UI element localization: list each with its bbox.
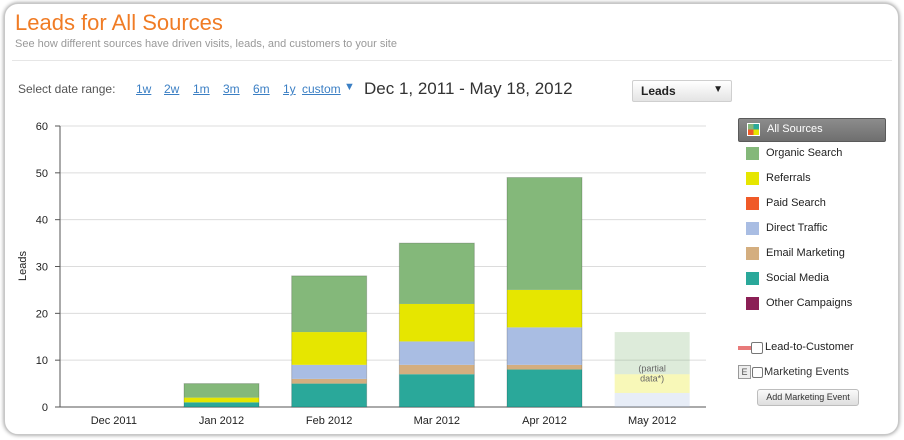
range-custom-link[interactable]: custom (302, 82, 341, 96)
legend-item-organic-search[interactable]: Organic Search (738, 143, 884, 165)
bar-segment-email-marketing[interactable] (399, 364, 475, 375)
legend-label: Social Media (766, 272, 829, 284)
marketing-events-label: Marketing Events (764, 366, 849, 378)
range-1w-link[interactable]: 1w (136, 82, 152, 96)
y-tick-label: 20 (36, 308, 48, 320)
bar-segment-organic-search[interactable] (614, 332, 690, 375)
chevron-down-icon: ▼ (713, 84, 723, 95)
color-swatch (746, 197, 759, 210)
bar-outline (183, 383, 260, 408)
legend-item-email-marketing[interactable]: Email Marketing (738, 243, 884, 265)
y-tick-label: 60 (36, 121, 48, 133)
bar-segment-referrals[interactable] (184, 397, 259, 403)
metric-select[interactable]: Leads ▼ (632, 80, 732, 102)
custom-dropdown-icon[interactable]: ▼ (344, 81, 355, 93)
page-title: Leads for All Sources (15, 10, 223, 35)
range-6m-link[interactable]: 6m (253, 82, 270, 96)
range-1m-link[interactable]: 1m (193, 82, 210, 96)
bar-segment-direct-traffic[interactable] (614, 392, 690, 407)
legend-label: Direct Traffic (766, 222, 828, 234)
x-tick-label: Feb 2012 (306, 415, 352, 427)
legend-item-direct-traffic[interactable]: Direct Traffic (738, 218, 884, 240)
color-swatch (746, 172, 759, 185)
bar-segment-direct-traffic[interactable] (507, 327, 582, 365)
lead-to-customer-toggle[interactable]: Lead-to-Customer (738, 340, 888, 356)
x-tick-label: Mar 2012 (414, 415, 460, 427)
lead-to-customer-label: Lead-to-Customer (765, 341, 854, 353)
range-2w-link[interactable]: 2w (164, 82, 180, 96)
bar-segment-referrals[interactable] (507, 289, 582, 328)
bar-segment-direct-traffic[interactable] (399, 341, 475, 365)
page-subtitle: See how different sources have driven vi… (15, 38, 397, 50)
all-sources-icon (747, 123, 760, 136)
bar-segment-referrals[interactable] (399, 303, 475, 342)
legend-item-other-campaigns[interactable]: Other Campaigns (738, 293, 884, 315)
bar-segment-email-marketing[interactable] (507, 364, 582, 370)
legend-item-referrals[interactable]: Referrals (738, 168, 884, 190)
bar-segment-organic-search[interactable] (184, 383, 259, 398)
marketing-events-toggle[interactable]: E Marketing Events (738, 365, 888, 381)
bar-segment-organic-search[interactable] (399, 243, 475, 304)
partial-data-note: (partial data*) (638, 363, 666, 383)
bar-segment-social-media[interactable] (184, 402, 259, 407)
y-tick-label: 0 (42, 402, 48, 414)
color-swatch (746, 222, 759, 235)
legend-label: Paid Search (766, 197, 826, 209)
event-icon: E (738, 365, 751, 379)
bar-outline (398, 242, 475, 408)
bar-segment-social-media[interactable] (507, 369, 582, 407)
color-swatch (746, 272, 759, 285)
date-range-label: Select date range: (18, 82, 116, 96)
line-swatch-icon (738, 346, 752, 350)
legend-label: Email Marketing (766, 247, 845, 259)
x-tick-label: Dec 2011 (91, 415, 137, 427)
legend-label: Other Campaigns (766, 297, 853, 309)
color-swatch (746, 297, 759, 310)
bar-segment-email-marketing[interactable] (291, 378, 367, 384)
bar-segment-direct-traffic[interactable] (291, 364, 367, 379)
range-3m-link[interactable]: 3m (223, 82, 240, 96)
bar-outline (506, 177, 583, 408)
x-tick-label: Jan 2012 (199, 415, 244, 427)
bar-segment-referrals[interactable] (614, 374, 690, 393)
x-tick-label: May 2012 (628, 415, 676, 427)
metric-select-value: Leads (641, 84, 676, 98)
legend-item-paid-search[interactable]: Paid Search (738, 193, 884, 215)
legend-item-all-sources[interactable]: All Sources (738, 118, 886, 142)
divider (12, 60, 892, 61)
add-marketing-event-button[interactable]: Add Marketing Event (757, 389, 859, 406)
bar-segment-organic-search[interactable] (507, 177, 582, 290)
y-tick-label: 50 (36, 168, 48, 180)
lead-to-customer-checkbox[interactable] (751, 342, 763, 354)
bar-segment-organic-search[interactable] (291, 275, 367, 333)
marketing-events-checkbox[interactable] (752, 367, 763, 378)
y-axis-label: Leads (17, 251, 29, 281)
legend-label: Referrals (766, 172, 811, 184)
range-1y-link[interactable]: 1y (283, 82, 296, 96)
legend-label: All Sources (767, 123, 823, 135)
legend-item-social-media[interactable]: Social Media (738, 268, 884, 290)
bar-segment-referrals[interactable] (291, 332, 367, 365)
bar-segment-social-media[interactable] (291, 383, 367, 407)
y-tick-label: 40 (36, 215, 48, 227)
bar-outline (291, 275, 368, 408)
y-tick-label: 10 (36, 355, 48, 367)
color-swatch (746, 147, 759, 160)
current-date-range: Dec 1, 2011 - May 18, 2012 (364, 79, 573, 98)
bar-segment-social-media[interactable] (399, 374, 475, 407)
x-tick-label: Apr 2012 (522, 415, 567, 427)
y-tick-label: 30 (36, 262, 48, 274)
color-swatch (746, 247, 759, 260)
legend-label: Organic Search (766, 147, 843, 159)
